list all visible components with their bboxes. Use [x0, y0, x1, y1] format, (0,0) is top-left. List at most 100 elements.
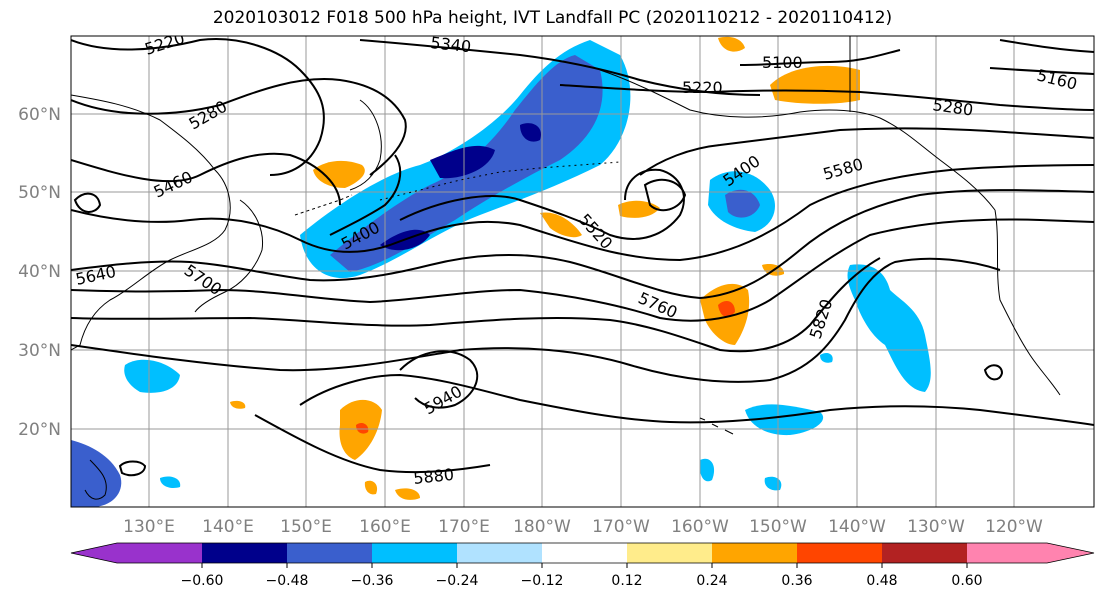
colorbar-segment	[287, 543, 372, 563]
colorbar-tick-label: 0.24	[696, 573, 727, 589]
coastlines	[71, 36, 1061, 500]
contour-5880-south	[254, 414, 491, 474]
shade-orange-midlat	[540, 212, 582, 238]
coast-alaska	[599, 69, 996, 211]
lon-label: 140°E	[202, 517, 254, 537]
contour-5280-east	[559, 84, 1094, 111]
colorbar-high-extend	[1047, 543, 1094, 563]
contour-low-1	[73, 192, 102, 213]
shade-orange-small-3	[364, 480, 378, 495]
shade-blue-philippines	[71, 440, 122, 507]
contour-label: 5100	[762, 53, 803, 72]
contour-5220	[71, 38, 325, 176]
shade-orange-top	[718, 36, 745, 52]
colorbar-outline	[70, 542, 1095, 564]
map-frame	[70, 35, 1095, 508]
lat-label: 60°N	[18, 105, 61, 125]
contour-5100-right	[999, 39, 1094, 53]
colorbar-segment	[202, 543, 287, 563]
contour-5880	[299, 373, 1094, 426]
contour-label: 5220	[682, 78, 723, 97]
colorbar-segment	[882, 543, 967, 563]
shade-orange-small-2	[395, 488, 420, 500]
lon-label: 140°W	[828, 517, 886, 537]
contour-5940	[399, 350, 479, 409]
coast-philippines	[84, 459, 107, 500]
lat-label: 40°N	[18, 262, 61, 282]
contour-5460	[71, 152, 341, 206]
lat-label: 30°N	[18, 341, 61, 361]
shade-blue-small-2	[699, 458, 715, 482]
colorbar-segment	[967, 543, 1047, 563]
shade-blue-sw	[124, 359, 180, 393]
colorbar-tick-label: 0.60	[951, 573, 982, 589]
shade-orange-gulf	[770, 65, 860, 104]
shade-orange-kamchatka	[313, 160, 365, 188]
coast-asia	[71, 94, 231, 351]
lon-label: 170°W	[592, 517, 650, 537]
coast-kamchatka	[349, 99, 382, 191]
colorbar-segment	[542, 543, 627, 563]
colorbar-segment	[457, 543, 542, 563]
shade-blue-small-4	[764, 476, 782, 491]
coast-japan	[194, 199, 264, 313]
colorbar-segment	[117, 543, 202, 563]
contour-5820	[71, 257, 1001, 383]
lon-label: 170°E	[438, 517, 490, 537]
lon-label: 160°W	[671, 517, 729, 537]
contour-5760	[71, 257, 881, 353]
height-contours	[71, 38, 1094, 477]
shade-red-sub	[356, 422, 369, 434]
colorbar-tick-label: −0.60	[181, 573, 224, 589]
latitude-labels: 60°N 50°N 40°N 30°N 20°N	[18, 105, 61, 440]
shade-blue-small-3	[160, 476, 181, 488]
contour-ring-2	[118, 460, 147, 477]
shade-blue-hawaii	[745, 404, 824, 436]
contour-label: 5880	[412, 465, 454, 488]
shade-blue-alaska-core	[725, 189, 760, 218]
contour-label: 5340	[430, 33, 472, 56]
graticule	[71, 36, 1094, 507]
contour-5400-east	[639, 127, 1094, 176]
colorbar-tick-label: −0.24	[436, 573, 479, 589]
lat-label: 50°N	[18, 183, 61, 203]
colorbar-segment	[627, 543, 712, 563]
longitude-labels: 130°E 140°E 150°E 160°E 170°E 180°W 170°…	[123, 517, 1043, 537]
contour-5400-west	[329, 154, 402, 236]
colorbar-low-extend	[71, 543, 117, 563]
shade-blue-coast	[847, 264, 931, 392]
colorbar: −0.60 −0.48 −0.36 −0.24 −0.12 0.12 0.24 …	[70, 542, 1095, 589]
colorbar-segment	[797, 543, 882, 563]
colorbar-segment	[372, 543, 457, 563]
lon-label: 130°W	[907, 517, 965, 537]
colorbar-tick-label: 0.48	[866, 573, 897, 589]
lon-label: 180°W	[513, 517, 571, 537]
colorbar-ticks	[201, 563, 968, 568]
colorbar-tick-label: −0.12	[521, 573, 564, 589]
lon-label: 150°W	[749, 517, 807, 537]
contour-5640	[71, 189, 1094, 300]
contour-5520	[399, 168, 685, 240]
shade-blue-small-1	[820, 352, 833, 363]
lon-label: 160°E	[359, 517, 411, 537]
map-title: 2020103012 F018 500 hPa height, IVT Land…	[212, 8, 893, 28]
contour-5100	[739, 49, 901, 66]
ivt-negative-shading	[71, 40, 931, 507]
ivt-positive-shading	[230, 36, 860, 500]
shade-blue-dark	[380, 123, 541, 251]
contour-5160-right	[989, 67, 1094, 75]
lon-label: 150°E	[280, 517, 332, 537]
shade-orange-small-4	[230, 400, 246, 409]
coast-kurils	[294, 194, 353, 216]
colorbar-tick-label: −0.48	[266, 573, 309, 589]
colorbar-segment	[712, 543, 797, 563]
colorbar-tick-label: −0.36	[351, 573, 394, 589]
coast-hawaii	[699, 417, 734, 435]
contour-5280	[71, 78, 407, 176]
coast-na-west	[994, 209, 1061, 396]
lat-label: 20°N	[18, 420, 61, 440]
colorbar-tick-label: 0.12	[611, 573, 642, 589]
shade-red-midpac	[718, 300, 735, 317]
contour-low-2	[643, 178, 687, 212]
